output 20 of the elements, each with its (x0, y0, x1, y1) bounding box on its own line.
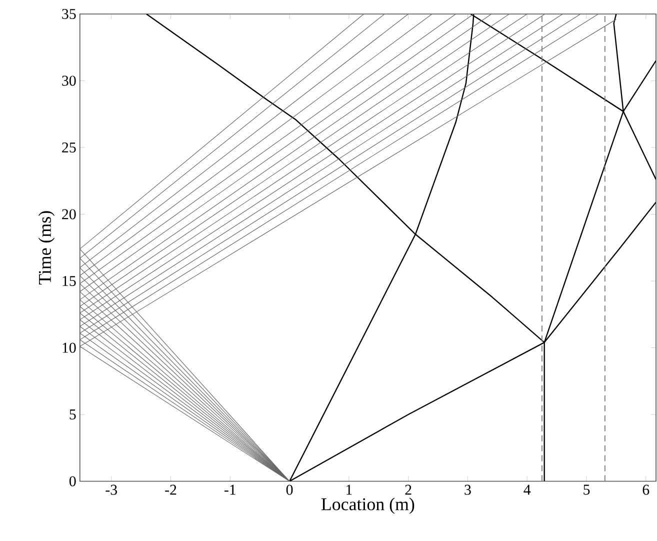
x-tick-label: -3 (106, 484, 117, 495)
y-tick-label: 30 (62, 76, 76, 86)
x-tick-label: 2 (405, 484, 412, 495)
y-tick-label: 15 (62, 276, 76, 286)
x-tick-label: 1 (346, 484, 352, 495)
y-axis-title: Time (ms) (38, 211, 55, 284)
y-tick-label: 0 (69, 476, 76, 486)
y-tick-label: 35 (62, 8, 76, 19)
x-tick-label: -1 (224, 484, 236, 495)
x-tick-label: 3 (464, 484, 471, 495)
y-tick-label: 20 (62, 209, 76, 220)
x-axis-title: Location (m) (321, 498, 414, 514)
x-tick-label: 5 (584, 484, 590, 495)
y-tick-label: 5 (70, 409, 76, 420)
x-tick-label: -2 (165, 484, 176, 495)
x-tick-label: 6 (642, 484, 650, 495)
y-tick-label: 10 (62, 342, 76, 353)
x-tick-label: 4 (524, 484, 531, 495)
y-tick-label: 25 (62, 142, 76, 152)
x-tick-label: 0 (286, 484, 293, 495)
